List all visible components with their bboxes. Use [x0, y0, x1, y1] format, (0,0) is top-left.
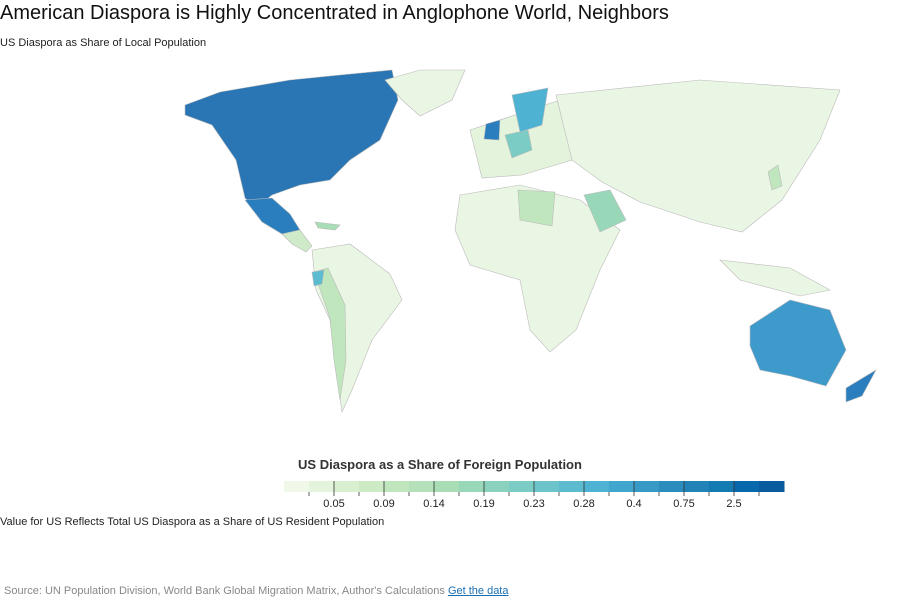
legend-title: US Diaspora as a Share of Foreign Popula… [298, 457, 582, 472]
legend-swatch [509, 481, 535, 492]
subtitle: US Diaspora as Share of Local Population [0, 37, 207, 49]
legend-swatch [634, 481, 660, 492]
note: Value for US Reflects Total US Diaspora … [0, 516, 385, 528]
legend-swatch [759, 481, 785, 492]
legend-label: 0.4 [626, 498, 641, 510]
greenland [384, 69, 466, 117]
legend-swatch [659, 481, 685, 492]
canada-usa [184, 69, 399, 209]
mexico [244, 197, 301, 235]
legend-swatch [484, 481, 510, 492]
legend: 0.05 0.09 0.14 0.19 0.23 0.28 0.4 0.75 2.5 [284, 481, 785, 510]
australia [749, 299, 847, 387]
legend-swatch [434, 481, 460, 492]
uk-ireland [483, 119, 501, 141]
new-zealand [845, 369, 877, 403]
legend-label: 0.14 [423, 498, 444, 510]
legend-label: 2.5 [726, 498, 741, 510]
north-africa [517, 189, 556, 227]
legend-label: 0.05 [323, 498, 344, 510]
africa [454, 184, 621, 353]
footer: Source: UN Population Division, World Ba… [4, 585, 508, 597]
source: Source: UN Population Division, World Ba… [4, 585, 445, 597]
japan [767, 164, 783, 191]
andes [313, 267, 347, 401]
data-link[interactable]: Get the data [447, 585, 509, 597]
legend-label: 0.19 [473, 498, 494, 510]
legend-label: 0.28 [573, 498, 594, 510]
legend-swatch [409, 481, 435, 492]
legend-label: 0.09 [373, 498, 394, 510]
ecuador [311, 269, 325, 287]
asia [555, 79, 841, 233]
legend-label: 0.75 [673, 498, 694, 510]
legend-swatch [734, 481, 760, 492]
scandinavia [511, 87, 549, 133]
saudi-arabia [583, 189, 627, 233]
legend-swatch [384, 481, 410, 492]
legend-swatch [709, 481, 735, 492]
legend-swatch [459, 481, 485, 492]
legend-swatch [309, 481, 335, 492]
indonesia [719, 259, 831, 297]
title: American Diaspora is Highly Concentrated… [0, 2, 669, 24]
caribbean [314, 221, 341, 231]
legend-swatch [334, 481, 360, 492]
legend-swatch [684, 481, 710, 492]
map: US Diaspora as a Share of Foreign Popula… [184, 69, 877, 510]
legend-swatch [284, 481, 310, 492]
legend-swatch [609, 481, 635, 492]
legend-swatch [359, 481, 385, 492]
legend-swatch [559, 481, 585, 492]
central-america [281, 229, 313, 253]
legend-label: 0.23 [523, 498, 544, 510]
countries [184, 69, 877, 414]
legend-swatch [534, 481, 560, 492]
legend-swatch [584, 481, 610, 492]
